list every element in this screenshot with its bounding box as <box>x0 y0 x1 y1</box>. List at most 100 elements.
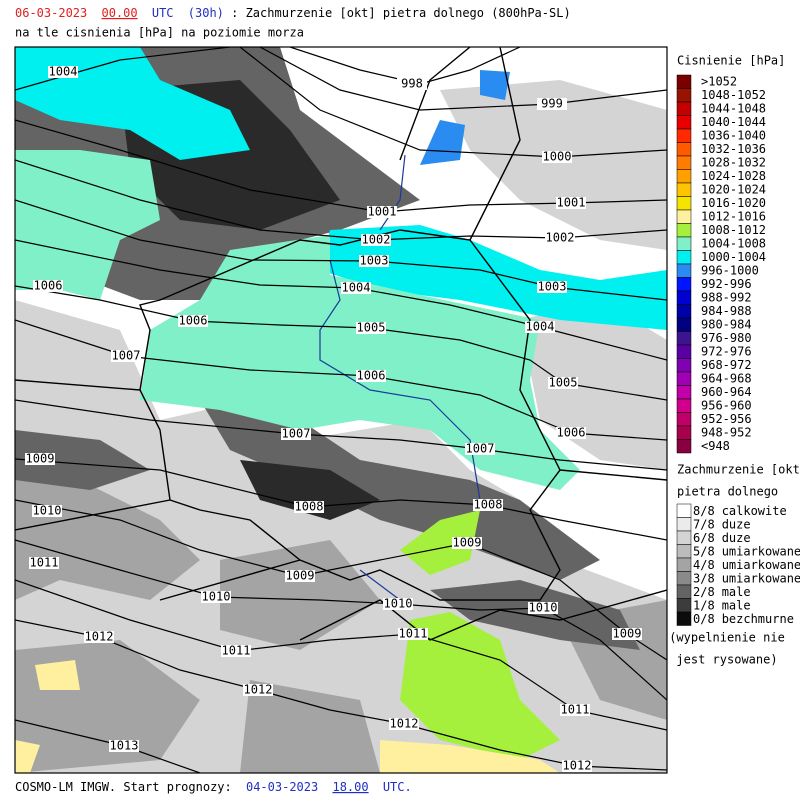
isobar-label: 1006 <box>179 314 208 328</box>
legend-text: male <box>722 598 751 612</box>
isobar-label: 1009 <box>453 536 482 550</box>
legend-swatch <box>676 169 692 184</box>
cloud-legend-note: jest rysowane) <box>676 653 777 667</box>
cloud-legend-title: Zachmurzenie [okt] <box>677 463 800 477</box>
legend-swatch <box>676 598 692 613</box>
legend-swatch <box>676 250 692 265</box>
legend-label: 1000-1004 <box>701 250 766 264</box>
legend-label: 7/8 duze <box>693 517 751 531</box>
isobar-label-bg <box>473 499 503 511</box>
legend-swatch <box>676 425 692 440</box>
isobar-label: 1010 <box>202 590 231 604</box>
isobar-label: 1005 <box>357 321 386 335</box>
isobar-label-bg <box>465 443 495 455</box>
isobar-label-bg <box>29 557 59 569</box>
isobar-label-bg <box>545 232 575 244</box>
legend-label: 1020-1024 <box>701 183 766 197</box>
legend-swatch <box>676 544 692 559</box>
legend-swatch <box>676 344 692 359</box>
isobar-label: 1009 <box>286 569 315 583</box>
isobar-label: 1012 <box>244 683 273 697</box>
isobar-label-bg <box>612 628 642 640</box>
legend-code: 4/8 <box>693 558 715 572</box>
legend-swatch <box>676 263 692 278</box>
legend-swatch <box>676 557 692 572</box>
isobar-label-bg <box>397 78 427 90</box>
cloud-legend: 8/8 calkowite 7/8 duze 6/8 duze 5/8 umiarkowane… <box>676 503 800 626</box>
legend-label: 1024-1028 <box>701 169 766 183</box>
isobar-label: 1003 <box>538 280 567 294</box>
legend-text: duze <box>722 531 751 545</box>
legend-label: 1012-1016 <box>701 210 766 224</box>
pressure-area <box>15 150 580 490</box>
isobar-label-bg <box>542 151 572 163</box>
header-subtitle: na tle cisnienia [hPa] na poziomie morza <box>15 26 304 40</box>
footer-text: COSMO-LM IMGW. Start prognozy: <box>15 780 232 794</box>
legend-swatch <box>676 277 692 292</box>
isobar-label-bg <box>398 628 428 640</box>
isobar-label-bg <box>367 206 397 218</box>
legend-text: duze <box>722 517 751 531</box>
pressure-area <box>400 510 560 760</box>
legend-label: 1/8 male <box>693 598 751 612</box>
start-zone: UTC. <box>383 780 412 794</box>
map: 1004 998 999 1000 1001 1001 1002 1002 1003 1003 10… <box>15 47 667 773</box>
cloud-legend-subtitle: pietra dolnego <box>677 485 778 499</box>
isobar-label: 1011 <box>399 627 428 641</box>
isobar-label: 1011 <box>561 703 590 717</box>
legend-label: 984-988 <box>701 304 752 318</box>
isobar-label: 1004 <box>342 281 371 295</box>
legend-swatch <box>676 155 692 170</box>
legend-label: 1004-1008 <box>701 237 766 251</box>
legend-swatch <box>676 331 692 346</box>
legend-label: 956-960 <box>701 399 752 413</box>
legend-swatch <box>676 88 692 103</box>
legend-label: 8/8 calkowite <box>693 504 787 518</box>
isobar-label-bg <box>356 370 386 382</box>
isobar-label: 1012 <box>390 717 419 731</box>
isobar-label: 1000 <box>543 150 572 164</box>
footer: COSMO-LM IMGW. Start prognozy: 04-03-202… <box>15 780 412 794</box>
isobar-label: 1001 <box>557 196 586 210</box>
legend-label: 4/8 umiarkowane <box>693 558 800 572</box>
legend-swatch <box>676 236 692 251</box>
legend-label: 3/8 umiarkowane <box>693 571 800 585</box>
legend-label: 5/8 umiarkowane <box>693 544 800 558</box>
isobar-label-bg <box>48 66 78 78</box>
legend-swatch <box>676 115 692 130</box>
legend-label: 1040-1044 <box>701 115 766 129</box>
isobar-label: 1003 <box>360 254 389 268</box>
legend-label: 992-996 <box>701 277 752 291</box>
legend-swatch <box>676 571 692 586</box>
isobar-label: 1009 <box>613 627 642 641</box>
legend-swatch <box>676 304 692 319</box>
isobar-label-bg <box>341 282 371 294</box>
legend-swatch <box>676 74 692 89</box>
isobar-label-bg <box>111 350 141 362</box>
isobar-label-bg <box>281 428 311 440</box>
legend-label: 948-952 <box>701 426 752 440</box>
legend-swatch <box>676 398 692 413</box>
legend-swatch <box>676 412 692 427</box>
isobar-label-bg <box>383 598 413 610</box>
isobar-label-bg <box>537 98 567 110</box>
isobar-label: 1010 <box>384 597 413 611</box>
legend-label: 952-956 <box>701 412 752 426</box>
isobar-label-bg <box>294 501 324 513</box>
legend-label: 1032-1036 <box>701 142 766 156</box>
legend-swatch <box>676 142 692 157</box>
isobar-label: 1010 <box>33 504 62 518</box>
isobar-label-bg <box>562 760 592 772</box>
legend-label: 960-964 <box>701 385 752 399</box>
legend-label: 964-968 <box>701 372 752 386</box>
pressure-legend-title: Cisnienie [hPa] <box>677 54 785 68</box>
legend-swatch <box>676 503 692 518</box>
map-frame <box>14 46 668 774</box>
lead-time: (30h) <box>188 6 224 20</box>
legend-label: 980-984 <box>701 318 752 332</box>
legend-label: 1016-1020 <box>701 196 766 210</box>
isobar-label: 1008 <box>295 500 324 514</box>
isobar-label-bg <box>548 377 578 389</box>
legend-text: male <box>722 585 751 599</box>
